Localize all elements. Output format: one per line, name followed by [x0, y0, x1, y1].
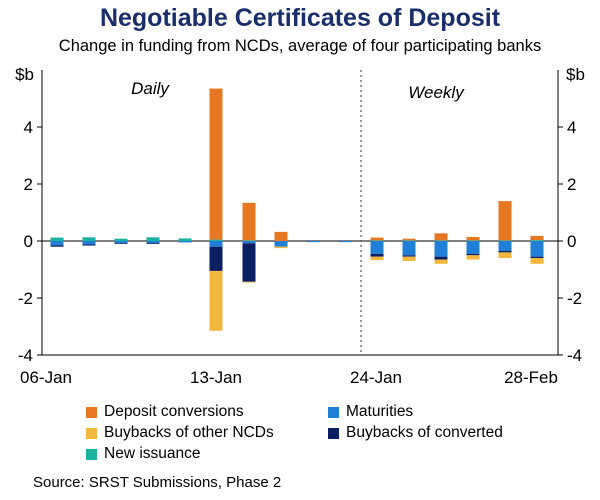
- legend-label-maturities: Maturities: [346, 403, 414, 420]
- legend-label-buybacks-converted: Buybacks of converted: [346, 424, 503, 441]
- daily-bar-2-maturities: [82, 241, 96, 245]
- daily-bar-3-buybacks-converted: [114, 242, 128, 244]
- y-unit-label-right: $b: [566, 65, 585, 84]
- x-tick-label: 24-Jan: [350, 368, 402, 387]
- daily-bar-4-maturities: [146, 241, 160, 243]
- weekly-bar-5-maturities: [498, 241, 512, 251]
- source-note: Source: SRST Submissions, Phase 2: [33, 474, 282, 491]
- daily-bar-1-new-issuance: [50, 237, 64, 241]
- weekly-bar-1-maturities: [370, 241, 384, 254]
- weekly-bar-1-deposit-conversions: [370, 237, 384, 241]
- daily-bar-8-maturities: [274, 241, 288, 247]
- weekly-bar-6-buybacks-other: [530, 258, 544, 264]
- legend-swatch-deposit-conversions: [86, 406, 97, 418]
- daily-bar-6-new-issuance: [209, 239, 223, 241]
- y-tick-label-right: 2: [567, 175, 576, 194]
- weekly-bar-6-buybacks-converted: [530, 256, 544, 259]
- daily-bar-8-deposit-conversions: [274, 231, 288, 241]
- daily-bar-7-buybacks-converted: [242, 243, 256, 282]
- y-tick-label-left: -4: [18, 346, 33, 365]
- daily-bar-4-buybacks-converted: [146, 242, 160, 244]
- weekly-bar-1-buybacks-other: [370, 256, 384, 261]
- daily-bar-6-deposit-conversions: [209, 88, 223, 240]
- x-tick-label: 06-Jan: [20, 368, 72, 387]
- legend-item-maturities: Maturities: [328, 403, 413, 421]
- y-tick-label-left: 4: [24, 118, 33, 137]
- weekly-bar-3-buybacks-other: [434, 259, 448, 264]
- legend-item-buybacks-other: Buybacks of other NCDs: [86, 424, 274, 442]
- daily-bar-9-maturities: [306, 241, 320, 243]
- daily-bar-10-maturities: [338, 241, 352, 243]
- daily-bar-1-buybacks-converted: [50, 245, 64, 247]
- daily-bar-2-buybacks-converted: [82, 244, 96, 246]
- weekly-bar-4-buybacks-other: [466, 255, 480, 260]
- weekly-bar-3-maturities: [434, 241, 448, 257]
- y-tick-label-right: 4: [567, 118, 576, 137]
- x-tick-label: 28-Feb: [504, 368, 558, 387]
- chart-title: Negotiable Certificates of Deposit: [99, 4, 501, 32]
- y-tick-label-right: -4: [567, 346, 582, 365]
- weekly-bar-5-new-issuance: [498, 240, 512, 242]
- weekly-bar-5-deposit-conversions: [498, 201, 512, 241]
- y-tick-label-left: 2: [24, 175, 33, 194]
- legend-swatch-maturities: [328, 406, 339, 418]
- weekly-bar-5-buybacks-converted: [498, 250, 512, 253]
- weekly-bar-2-new-issuance: [402, 240, 416, 242]
- daily-bar-3-maturities: [114, 241, 128, 243]
- weekly-bar-2-maturities: [402, 241, 416, 256]
- x-tick-label: 13-Jan: [190, 368, 242, 387]
- y-tick-label-left: 0: [24, 232, 33, 251]
- weekly-bar-1-buybacks-converted: [370, 253, 384, 257]
- legend-item-buybacks-converted: Buybacks of converted: [328, 424, 503, 442]
- weekly-bar-4-deposit-conversions: [466, 237, 480, 241]
- daily-bar-3-new-issuance: [114, 238, 128, 241]
- daily-bar-7-maturities: [242, 241, 256, 244]
- daily-bar-2-new-issuance: [82, 237, 96, 241]
- legend-swatch-new-issuance: [86, 448, 97, 460]
- daily-bar-6-buybacks-converted: [209, 246, 223, 271]
- legend-item-new-issuance: New issuance: [86, 445, 201, 463]
- weekly-bar-6-maturities: [530, 241, 544, 257]
- daily-bar-5-maturities: [178, 241, 192, 243]
- legend-swatch-buybacks-other: [86, 427, 97, 439]
- y-tick-label-right: 0: [567, 232, 576, 251]
- daily-bar-5-new-issuance: [178, 238, 192, 241]
- legend-label-buybacks-other: Buybacks of other NCDs: [104, 424, 274, 441]
- chart-area: -4 -4 -2 -2 0 0 2 2 4 4 $b $b Daily Weekly 06-Jan 13-Ja…: [15, 65, 585, 387]
- chart-subtitle: Change in funding from NCDs, average of …: [58, 37, 542, 55]
- daily-bar-6-maturities: [209, 241, 223, 247]
- daily-bar-4-new-issuance: [146, 237, 160, 241]
- weekly-bar-5-buybacks-other: [498, 252, 512, 259]
- weekly-bar-6-deposit-conversions: [530, 235, 544, 241]
- weekly-bar-3-new-issuance: [434, 240, 448, 242]
- legend-label-new-issuance: New issuance: [104, 445, 201, 462]
- daily-bar-7-deposit-conversions: [242, 202, 256, 241]
- weekly-bar-2-buybacks-other: [402, 256, 416, 261]
- weekly-bar-2-deposit-conversions: [402, 238, 416, 241]
- weekly-bar-1-new-issuance: [370, 240, 384, 242]
- legend-item-deposit-conversions: Deposit conversions: [86, 403, 244, 421]
- y-tick-label-right: -2: [567, 289, 582, 308]
- y-tick-label-left: -2: [18, 289, 33, 308]
- weekly-bar-3-deposit-conversions: [434, 233, 448, 241]
- weekly-bar-2-buybacks-converted: [402, 255, 416, 257]
- daily-bar-1-maturities: [50, 241, 64, 246]
- y-unit-label-left: $b: [15, 65, 34, 84]
- weekly-bar-4-maturities: [466, 241, 480, 254]
- daily-bar-7-buybacks-other: [242, 281, 256, 283]
- daily-bar-7-new-issuance: [242, 240, 256, 242]
- weekly-bar-6-new-issuance: [530, 240, 544, 241]
- daily-bar-6-buybacks-other: [209, 270, 223, 331]
- weekly-bar-4-new-issuance: [466, 240, 480, 242]
- panel-label-weekly: Weekly: [408, 83, 465, 102]
- weekly-bar-3-buybacks-converted: [434, 256, 448, 260]
- panel-label-daily: Daily: [131, 79, 170, 98]
- weekly-bar-4-buybacks-converted: [466, 253, 480, 256]
- legend-label-deposit-conversions: Deposit conversions: [104, 403, 244, 420]
- legend-swatch-buybacks-converted: [328, 427, 339, 439]
- daily-bar-8-buybacks-other: [274, 246, 288, 249]
